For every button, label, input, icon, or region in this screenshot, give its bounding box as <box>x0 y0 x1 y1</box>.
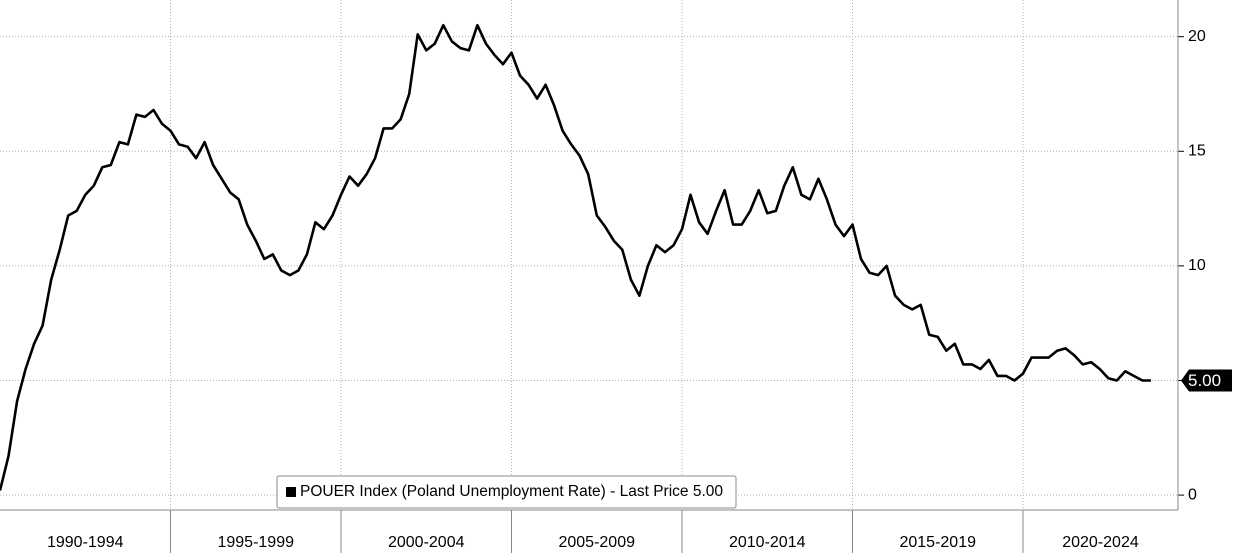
x-tick-label: 2010-2014 <box>729 534 806 551</box>
x-tick-label: 2020-2024 <box>1062 534 1139 551</box>
y-tick-label: 15 <box>1188 142 1206 159</box>
line <box>0 23 1151 491</box>
y-tick-label: 0 <box>1188 486 1197 503</box>
legend: POUER Index (Poland Unemployment Rate) -… <box>276 475 737 509</box>
x-tick-label: 1995-1999 <box>217 534 294 551</box>
legend-swatch <box>286 487 296 497</box>
last-price-label: 5.00 <box>1188 371 1221 390</box>
legend-label: POUER Index (Poland Unemployment Rate) -… <box>300 483 723 500</box>
y-tick-label: 10 <box>1188 257 1206 274</box>
x-tick-label: 2015-2019 <box>899 534 976 551</box>
last-price-tag <box>1181 369 1232 392</box>
x-tick-label: 1990-1994 <box>47 534 124 551</box>
y-tick-label: 20 <box>1188 28 1206 45</box>
legend-box <box>276 475 737 509</box>
x-tick-label: 2005-2009 <box>558 534 635 551</box>
x-tick-label: 2000-2004 <box>388 534 465 551</box>
